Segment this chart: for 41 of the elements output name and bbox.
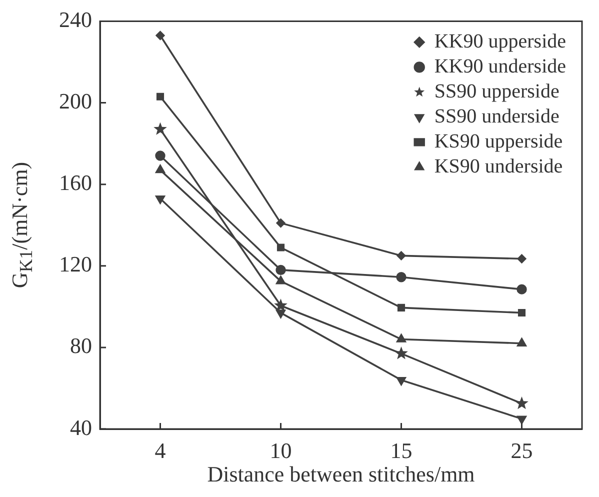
point (276, 218, 286, 228)
x-axis-title: Distance between stitches/mm (207, 462, 475, 487)
y-tick-label: 40 (70, 414, 92, 440)
point (517, 254, 526, 264)
y-tick-label: 160 (59, 170, 92, 196)
point (516, 416, 527, 424)
point (155, 164, 166, 174)
legend-label: SS90 upperside (434, 80, 560, 102)
legend-label: KK90 underside (434, 55, 566, 78)
y-tick-label: 120 (59, 252, 92, 277)
legend-label: KK90 upperside (434, 30, 566, 52)
point (515, 396, 528, 410)
point (276, 276, 286, 284)
point (518, 308, 526, 317)
point (397, 304, 406, 312)
point (155, 150, 166, 161)
y-tick-label: 240 (59, 6, 92, 32)
y-tick-label: 200 (59, 88, 92, 114)
x-tick-label: 15 (390, 438, 412, 463)
point (516, 338, 527, 346)
point (396, 376, 406, 386)
point (154, 122, 167, 135)
point (156, 92, 164, 100)
point (516, 284, 527, 294)
legend-label: SS90 underside (434, 105, 560, 128)
x-tick-label: 4 (154, 438, 166, 463)
x-tick-label: 25 (510, 438, 533, 463)
point (155, 195, 166, 204)
point (396, 251, 406, 260)
point (396, 334, 406, 342)
point (276, 264, 286, 276)
point (276, 244, 285, 252)
point (394, 346, 408, 360)
point (156, 30, 165, 40)
legend-label: KS90 upperside (434, 130, 563, 152)
x-tick-label: 10 (270, 438, 292, 463)
legend-label: KS90 underside (434, 155, 563, 178)
y-tick-label: 80 (70, 333, 92, 358)
point (274, 298, 288, 312)
point (396, 272, 406, 282)
point (276, 310, 286, 318)
